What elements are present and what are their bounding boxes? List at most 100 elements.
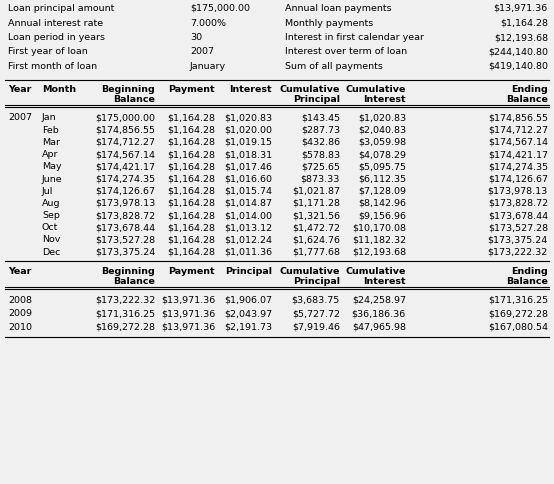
Text: Cumulative
Principal: Cumulative Principal: [280, 267, 340, 287]
Text: $1,164.28: $1,164.28: [500, 18, 548, 28]
Text: $13,971.36: $13,971.36: [161, 323, 215, 332]
Text: $1,164.28: $1,164.28: [167, 248, 215, 257]
Text: Interest: Interest: [229, 85, 272, 93]
Text: $3,683.75: $3,683.75: [292, 296, 340, 305]
Text: $167,080.54: $167,080.54: [488, 323, 548, 332]
Text: $1,011.36: $1,011.36: [224, 248, 272, 257]
Text: $175,000.00: $175,000.00: [190, 4, 250, 13]
Text: Beginning
Balance: Beginning Balance: [101, 85, 155, 104]
Text: Feb: Feb: [42, 126, 59, 135]
Text: $171,316.25: $171,316.25: [488, 296, 548, 305]
Text: $173,527.28: $173,527.28: [488, 223, 548, 232]
Text: $174,421.17: $174,421.17: [488, 150, 548, 159]
Text: 30: 30: [190, 33, 202, 42]
Text: $2,043.97: $2,043.97: [224, 309, 272, 318]
Text: $174,274.35: $174,274.35: [488, 162, 548, 171]
Text: $173,527.28: $173,527.28: [95, 236, 155, 244]
Text: $1,164.28: $1,164.28: [167, 126, 215, 135]
Text: $174,126.67: $174,126.67: [95, 187, 155, 196]
Text: Jan: Jan: [42, 114, 57, 122]
Text: $578.83: $578.83: [301, 150, 340, 159]
Text: $47,965.98: $47,965.98: [352, 323, 406, 332]
Text: $12,193.68: $12,193.68: [494, 33, 548, 42]
Text: Month: Month: [42, 85, 76, 93]
Text: $11,182.32: $11,182.32: [352, 236, 406, 244]
Text: 2007: 2007: [190, 47, 214, 57]
Text: $1,164.28: $1,164.28: [167, 114, 215, 122]
Text: $1,016.60: $1,016.60: [224, 175, 272, 183]
Text: $5,095.75: $5,095.75: [358, 162, 406, 171]
Text: Interest in first calendar year: Interest in first calendar year: [285, 33, 424, 42]
Text: $1,472.72: $1,472.72: [292, 223, 340, 232]
Text: $8,142.96: $8,142.96: [358, 199, 406, 208]
Text: Loan period in years: Loan period in years: [8, 33, 105, 42]
Text: Cumulative
Principal: Cumulative Principal: [280, 85, 340, 104]
Text: Interest over term of loan: Interest over term of loan: [285, 47, 407, 57]
Text: $1,014.00: $1,014.00: [224, 211, 272, 220]
Text: $173,375.24: $173,375.24: [488, 236, 548, 244]
Text: $174,712.27: $174,712.27: [488, 126, 548, 135]
Text: Annual interest rate: Annual interest rate: [8, 18, 103, 28]
Text: $1,164.28: $1,164.28: [167, 162, 215, 171]
Text: Annual loan payments: Annual loan payments: [285, 4, 392, 13]
Text: Dec: Dec: [42, 248, 60, 257]
Text: June: June: [42, 175, 63, 183]
Text: Year: Year: [8, 267, 32, 276]
Text: 2010: 2010: [8, 323, 32, 332]
Text: $287.73: $287.73: [301, 126, 340, 135]
Text: $244,140.80: $244,140.80: [488, 47, 548, 57]
Text: $1,164.28: $1,164.28: [167, 236, 215, 244]
Text: $1,020.83: $1,020.83: [358, 114, 406, 122]
Text: $3,059.98: $3,059.98: [358, 138, 406, 147]
Text: $173,978.13: $173,978.13: [488, 187, 548, 196]
Text: $1,020.00: $1,020.00: [224, 126, 272, 135]
Text: $1,012.24: $1,012.24: [224, 236, 272, 244]
Text: Monthly payments: Monthly payments: [285, 18, 373, 28]
Text: $13,971.36: $13,971.36: [161, 296, 215, 305]
Text: $1,164.28: $1,164.28: [167, 187, 215, 196]
Text: $173,678.44: $173,678.44: [95, 223, 155, 232]
Text: $174,856.55: $174,856.55: [95, 126, 155, 135]
Text: Ending
Balance: Ending Balance: [506, 85, 548, 104]
Text: $24,258.97: $24,258.97: [352, 296, 406, 305]
Text: $173,222.32: $173,222.32: [95, 296, 155, 305]
Text: $10,170.08: $10,170.08: [352, 223, 406, 232]
Text: $1,171.28: $1,171.28: [292, 199, 340, 208]
Text: Apr: Apr: [42, 150, 59, 159]
Text: $1,015.74: $1,015.74: [224, 187, 272, 196]
Text: $174,856.55: $174,856.55: [488, 114, 548, 122]
Text: $7,128.09: $7,128.09: [358, 187, 406, 196]
Text: $174,567.14: $174,567.14: [488, 138, 548, 147]
Text: Cumulative
Interest: Cumulative Interest: [346, 85, 406, 104]
Text: $174,712.27: $174,712.27: [95, 138, 155, 147]
Text: Principal: Principal: [225, 267, 272, 276]
Text: $174,126.67: $174,126.67: [488, 175, 548, 183]
Text: $169,272.28: $169,272.28: [95, 323, 155, 332]
Text: Aug: Aug: [42, 199, 60, 208]
Text: $13,971.36: $13,971.36: [161, 309, 215, 318]
Text: $1,164.28: $1,164.28: [167, 138, 215, 147]
Text: $1,019.15: $1,019.15: [224, 138, 272, 147]
Text: $173,828.72: $173,828.72: [95, 211, 155, 220]
Text: $1,164.28: $1,164.28: [167, 199, 215, 208]
Text: $2,191.73: $2,191.73: [224, 323, 272, 332]
Text: $6,112.35: $6,112.35: [358, 175, 406, 183]
Text: $9,156.96: $9,156.96: [358, 211, 406, 220]
Text: $1,020.83: $1,020.83: [224, 114, 272, 122]
Text: $143.45: $143.45: [301, 114, 340, 122]
Text: Payment: Payment: [168, 267, 215, 276]
Text: $419,140.80: $419,140.80: [488, 62, 548, 71]
Text: Year: Year: [8, 85, 32, 93]
Text: $36,186.36: $36,186.36: [352, 309, 406, 318]
Text: Sum of all payments: Sum of all payments: [285, 62, 383, 71]
Text: $173,375.24: $173,375.24: [95, 248, 155, 257]
Text: $12,193.68: $12,193.68: [352, 248, 406, 257]
Text: 2009: 2009: [8, 309, 32, 318]
Text: $174,421.17: $174,421.17: [95, 162, 155, 171]
Text: 2007: 2007: [8, 114, 32, 122]
Text: First month of loan: First month of loan: [8, 62, 97, 71]
Text: $173,678.44: $173,678.44: [488, 211, 548, 220]
Text: $173,828.72: $173,828.72: [488, 199, 548, 208]
Text: $1,018.31: $1,018.31: [224, 150, 272, 159]
Text: $432.86: $432.86: [301, 138, 340, 147]
